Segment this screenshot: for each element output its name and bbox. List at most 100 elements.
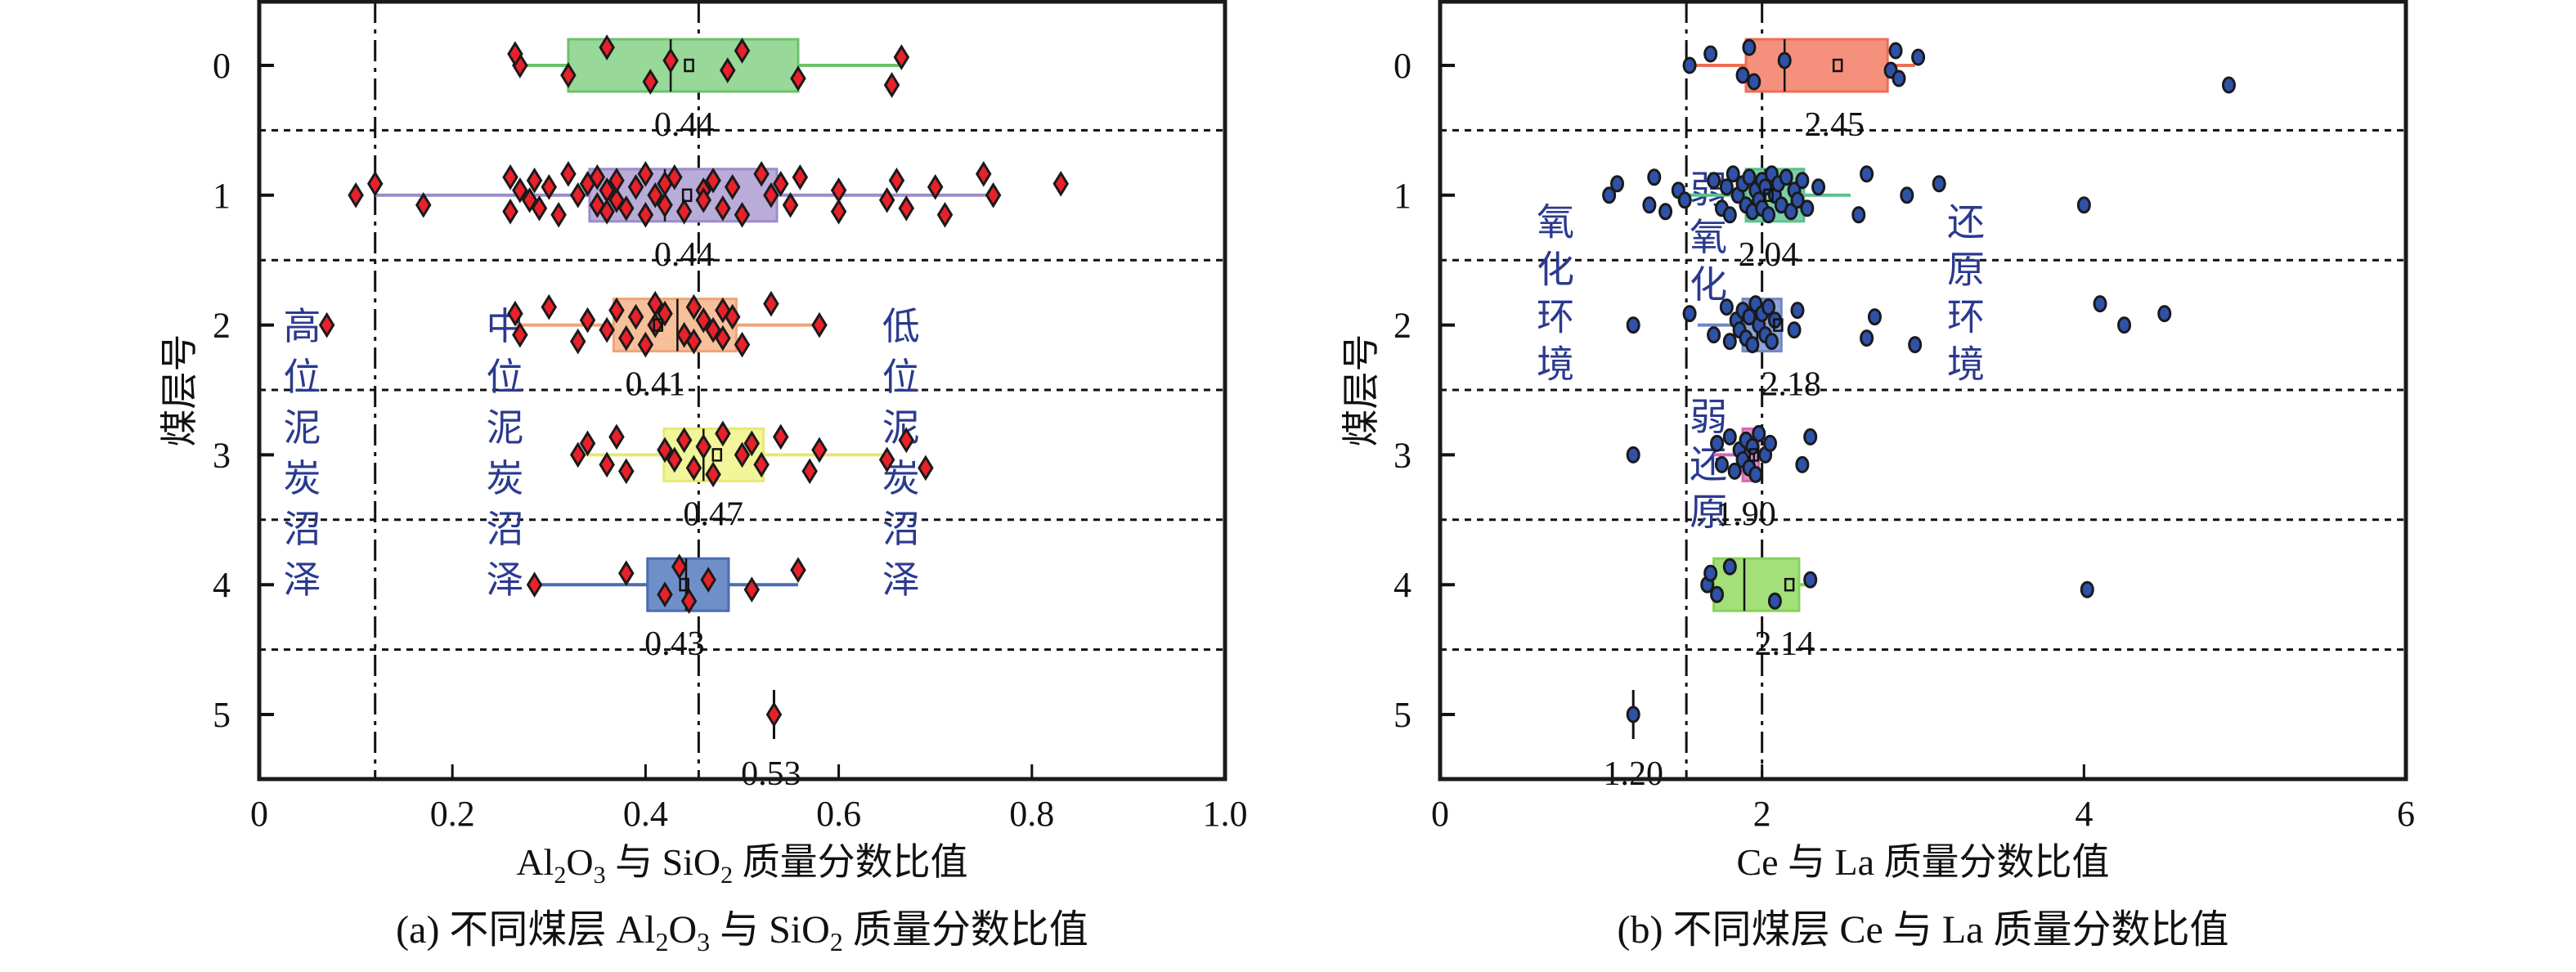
value-label: 0.44 <box>654 106 715 144</box>
data-point <box>541 293 558 320</box>
data-point <box>985 181 1002 208</box>
data-point <box>753 451 770 478</box>
data-point <box>599 316 615 343</box>
zone-label-char: 境 <box>1947 344 1985 386</box>
zone-label-char: 弱 <box>1690 396 1727 438</box>
data-point <box>695 307 712 334</box>
mean-marker <box>681 188 693 203</box>
data-point <box>1763 434 1778 452</box>
data-point <box>618 195 635 222</box>
data-point <box>830 177 847 204</box>
data-point <box>1710 434 1725 452</box>
data-point <box>608 423 625 450</box>
zone-label-char: 位 <box>284 356 321 398</box>
data-point <box>1719 178 1734 196</box>
zone-label-char: 化 <box>1537 249 1574 291</box>
data-point <box>1892 69 1906 87</box>
data-point <box>1888 42 1903 60</box>
data-point <box>685 328 702 355</box>
y-axis-title: 煤层号 <box>1340 334 1382 447</box>
box-series-3: 0.47 <box>569 420 934 533</box>
data-point <box>695 186 712 213</box>
data-point <box>1626 316 1640 334</box>
box <box>1744 38 1889 93</box>
panel-a-al2o3-sio2: 高位泥炭沼泽中位泥炭沼泽低位泥炭沼泽0.440.440.410.470.430.… <box>159 0 1248 956</box>
x-tick-label: 0.6 <box>816 794 861 834</box>
box-series-4: 2.14 <box>1700 557 2094 663</box>
data-point <box>618 458 635 485</box>
data-point <box>898 195 915 222</box>
zone-label-char: 环 <box>1537 297 1574 338</box>
data-point <box>666 163 683 190</box>
data-point <box>662 47 679 74</box>
data-point <box>1703 564 1718 582</box>
data-point <box>1719 298 1734 316</box>
mean-marker <box>679 577 689 592</box>
data-point <box>541 173 558 200</box>
zone-label-char: 泽 <box>284 559 321 601</box>
zone-label-char: 泽 <box>882 559 920 601</box>
data-point <box>637 201 654 228</box>
value-label: 0.43 <box>644 625 705 663</box>
data-point <box>1707 326 1721 344</box>
data-point <box>1767 592 1782 610</box>
data-point <box>1722 558 1737 576</box>
caption-part: 质量分数比值 <box>843 908 1088 952</box>
mean-marker <box>1748 448 1760 462</box>
caption-part: (b) 不同煤层 Ce 与 La 质量分数比值 <box>1618 908 2229 952</box>
mean-marker <box>653 318 664 332</box>
zone-label: 弱还原 <box>1690 396 1727 533</box>
data-point <box>1932 175 1946 193</box>
zone-label-char: 境 <box>1537 344 1574 386</box>
mean-marker <box>1832 58 1843 73</box>
panel-b-ce-la: 氧化环境弱氧化弱还原还原环境2.452.042.181.902.141.2001… <box>1340 0 2415 952</box>
data-point <box>366 170 384 197</box>
data-point <box>753 160 770 187</box>
x-tick-label: 1.0 <box>1203 794 1248 834</box>
mean-marker <box>1773 318 1784 332</box>
x-tick-label: 2 <box>1753 794 1771 834</box>
data-point <box>657 437 673 464</box>
data-point <box>647 181 663 208</box>
zone-label-char: 泥 <box>284 407 321 449</box>
data-point <box>599 34 615 60</box>
data-point <box>811 437 828 464</box>
data-point <box>550 201 567 228</box>
zone-label-char: 沼 <box>487 508 524 550</box>
mean-marker <box>684 58 694 73</box>
data-point <box>1803 428 1818 446</box>
data-point <box>734 441 751 468</box>
data-point <box>608 186 625 213</box>
y-tick-label: 5 <box>213 695 231 735</box>
data-point <box>878 186 895 213</box>
data-point <box>724 303 741 330</box>
data-point <box>765 701 783 728</box>
subscript: 2 <box>655 927 668 956</box>
data-point <box>1722 206 1737 224</box>
data-point <box>1677 191 1692 209</box>
data-point <box>599 198 615 225</box>
value-label: 1.20 <box>1603 755 1663 793</box>
data-point <box>2117 316 2132 334</box>
data-point <box>526 571 543 598</box>
value-label: 2.45 <box>1804 106 1865 144</box>
data-point <box>2080 580 2094 598</box>
data-point <box>1722 428 1737 446</box>
value-label: 2.04 <box>1739 236 1799 274</box>
zone-label-char: 炭 <box>284 458 321 499</box>
data-point <box>975 160 992 187</box>
data-point <box>1626 705 1640 723</box>
x-tick-label: 0.4 <box>623 794 668 834</box>
caption-part: 与 SiO <box>710 908 830 952</box>
zone-label-char: 沼 <box>882 508 920 550</box>
data-point <box>720 57 736 83</box>
zone-label-char: 氧 <box>1690 217 1727 258</box>
data-point <box>657 191 673 218</box>
data-point <box>599 177 615 204</box>
plot-frame <box>1438 0 2408 782</box>
box-series-2: 2.18 <box>1626 295 2172 404</box>
data-point <box>2157 305 2172 323</box>
data-point <box>801 458 818 485</box>
